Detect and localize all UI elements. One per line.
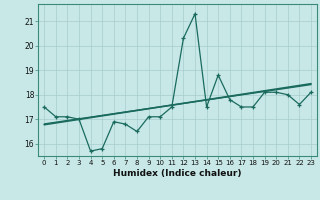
- X-axis label: Humidex (Indice chaleur): Humidex (Indice chaleur): [113, 169, 242, 178]
